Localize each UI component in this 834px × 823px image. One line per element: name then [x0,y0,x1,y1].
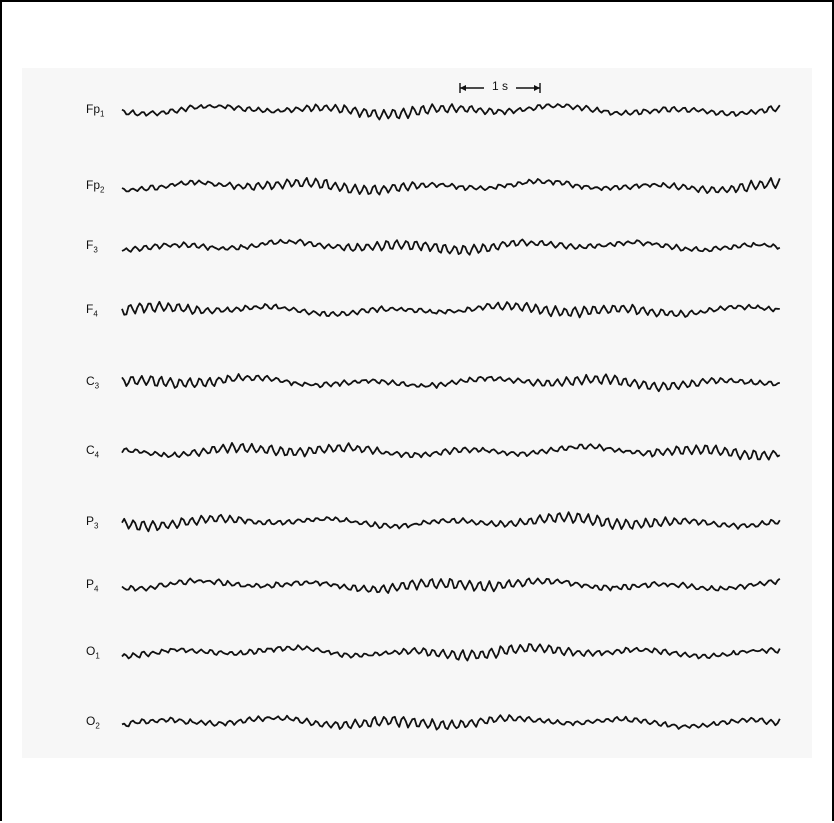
figure-panel [22,68,812,758]
eeg-trace-p4 [121,577,781,594]
channel-label-subscript: 4 [94,584,99,594]
channel-label: F4 [86,302,126,321]
channel-label: Fp1 [86,102,126,121]
eeg-trace-c3 [121,373,781,393]
channel-label: F3 [86,238,126,257]
time-scale-bar: 1 s [458,78,542,98]
channel-label-subscript: 4 [93,309,98,319]
channel-label: Fp2 [86,178,126,197]
eeg-trace-fp1 [121,103,781,121]
eeg-trace-fp2 [121,177,781,196]
channel-label: C3 [86,374,126,393]
channel-label-name: P [86,577,95,591]
eeg-trace-p3 [121,511,781,533]
channel-label-name: F [86,302,94,316]
channel-label: P4 [86,577,126,596]
channel-label-name: Fp [86,102,101,116]
channel-label-subscript: 4 [94,450,100,460]
channel-label-name: O [86,644,96,658]
channel-label: C4 [86,443,126,462]
channel-label-name: P [86,514,95,528]
channel-label-name: C [86,374,95,388]
channel-label-name: F [86,238,94,252]
eeg-trace-o2 [121,714,781,731]
eeg-trace-o1 [121,643,781,662]
channel-label: O2 [86,714,126,733]
channel-label-subscript: 3 [94,521,99,531]
eeg-trace-c4 [121,442,781,461]
channel-label-name: O [86,714,96,728]
channel-label-name: Fp [86,178,101,192]
channel-label-name: C [86,443,95,457]
channel-label-subscript: 3 [93,245,98,255]
channel-label-subscript: 2 [100,185,105,195]
eeg-trace-f3 [121,238,781,256]
channel-label-subscript: 2 [95,721,100,731]
time-scale-label: 1 s [491,79,508,93]
channel-label-subscript: 1 [100,109,105,119]
eeg-trace-f4 [121,300,780,319]
time-scale-bar-arrows [459,83,541,93]
channel-label: O1 [86,644,126,663]
channel-label: P3 [86,514,126,533]
channel-label-subscript: 3 [94,381,100,391]
channel-label-subscript: 1 [95,651,100,661]
